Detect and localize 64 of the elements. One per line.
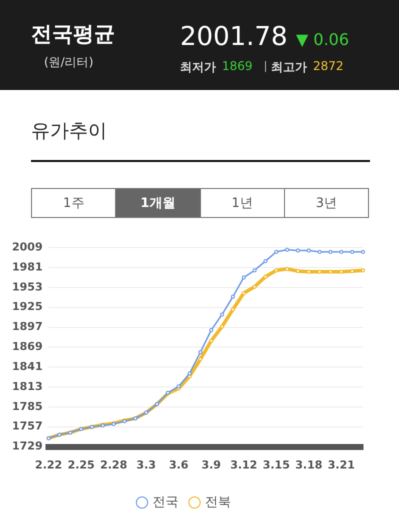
y-tick-label: 2009 <box>12 240 43 254</box>
text: ▼ 0.06 <box>296 30 350 49</box>
point <box>188 372 192 376</box>
y-tick-label: 1813 <box>12 380 43 393</box>
point <box>339 250 344 254</box>
x-tick-label: 3.21 <box>328 458 355 472</box>
y-tick-label: 1897 <box>12 320 43 334</box>
point <box>285 248 290 252</box>
point <box>198 350 202 354</box>
point <box>242 291 246 296</box>
point <box>252 284 257 289</box>
chart-title: 유가추이 <box>31 119 107 144</box>
point <box>230 307 235 312</box>
point <box>296 269 300 274</box>
legend-label: 전국 <box>152 494 178 510</box>
point <box>361 250 365 254</box>
point <box>242 275 246 280</box>
text: (원/리터) <box>44 54 94 71</box>
y-tick-label: 1841 <box>12 360 43 373</box>
text: 3년 <box>284 189 368 217</box>
point <box>220 324 224 329</box>
point <box>274 268 278 272</box>
text: 1주 <box>62 195 86 213</box>
point <box>230 294 235 299</box>
x-tick-label: 3.6 <box>168 458 189 472</box>
y-tick-label: 1981 <box>12 260 43 274</box>
legend-label: 전북 <box>205 494 231 510</box>
text: 2872 <box>313 59 344 73</box>
point <box>318 250 322 254</box>
x-tick-label: 3.3 <box>136 458 156 472</box>
text: 1년 <box>200 189 284 217</box>
point <box>263 259 268 264</box>
text: 1개월 <box>115 189 200 217</box>
point <box>209 328 214 332</box>
point <box>252 268 257 272</box>
y-tick-label: 1729 <box>12 440 43 453</box>
point <box>274 250 278 254</box>
text: 최고가 <box>271 59 307 76</box>
text: 전국평균 <box>31 21 115 48</box>
point <box>350 269 354 274</box>
point <box>361 268 365 272</box>
point <box>209 338 214 343</box>
point <box>263 274 268 279</box>
text: 1869 <box>222 59 253 73</box>
y-tick-label: 1869 <box>12 340 43 354</box>
point <box>220 312 224 316</box>
x-tick-label: 3.9 <box>201 458 221 472</box>
point <box>296 248 300 252</box>
y-tick-label: 1953 <box>12 280 43 294</box>
x-tick-label: 3.18 <box>295 458 322 472</box>
x-tick-label: 2.28 <box>100 458 128 472</box>
x-tick-label: 2.22 <box>35 458 62 472</box>
y-tick-label: 1925 <box>12 300 43 314</box>
x-tick-label: 3.15 <box>262 458 290 472</box>
point <box>328 250 332 254</box>
x-tick-label: 2.25 <box>68 458 95 472</box>
y-tick-label: 1757 <box>12 420 43 433</box>
y-tick-label: 1785 <box>12 400 43 413</box>
point <box>198 357 202 362</box>
point <box>350 250 354 254</box>
text: 2001.78 <box>180 22 288 52</box>
text: 최저가 <box>180 59 216 76</box>
point <box>306 248 311 252</box>
x-tick-label: 3.12 <box>230 458 258 472</box>
